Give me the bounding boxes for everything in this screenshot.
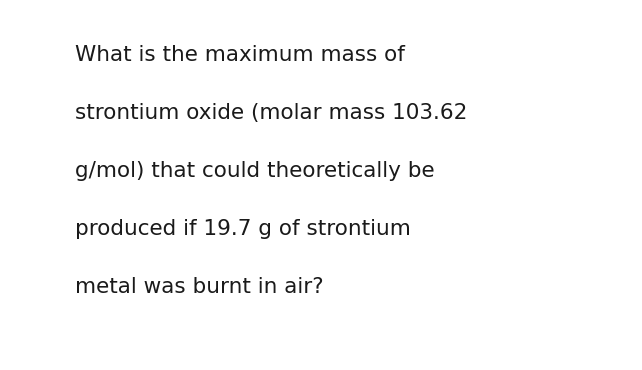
Text: strontium oxide (molar mass 103.62: strontium oxide (molar mass 103.62	[75, 103, 467, 123]
Text: g/mol) that could theoretically be: g/mol) that could theoretically be	[75, 161, 435, 181]
Text: What is the maximum mass of: What is the maximum mass of	[75, 45, 405, 65]
Text: metal was burnt in air?: metal was burnt in air?	[75, 277, 324, 297]
Text: produced if 19.7 g of strontium: produced if 19.7 g of strontium	[75, 219, 411, 239]
